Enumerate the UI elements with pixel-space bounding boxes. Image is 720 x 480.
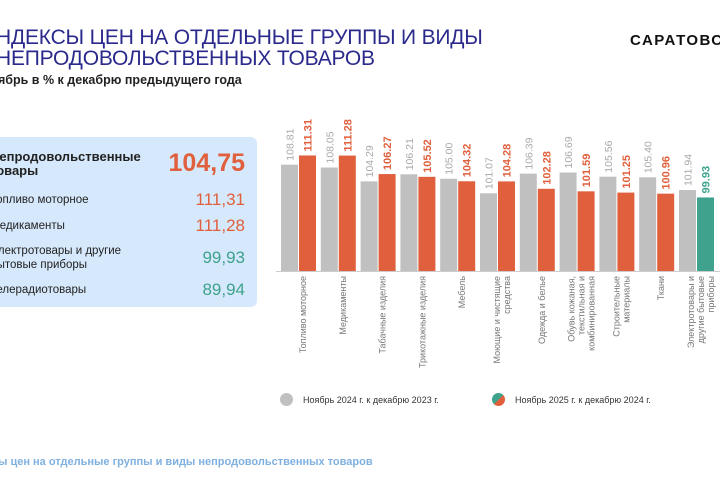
summary-item: Топливо моторное 111,31 [0, 190, 245, 210]
category-label: Медикаменты [338, 276, 348, 335]
category-label: Ткани [656, 276, 666, 300]
category-label: другие бытовые [696, 276, 706, 343]
data-label: 108.05 [324, 131, 336, 163]
category-label: приборы [706, 276, 716, 313]
data-label: 101.94 [683, 154, 695, 186]
data-label: 101.07 [484, 157, 496, 189]
data-label: 101.59 [581, 154, 593, 188]
legend-label: Ноябрь 2024 г. к декабрю 2023 г. [303, 394, 439, 405]
data-label: 105.56 [603, 140, 615, 172]
legend-item-prev: Ноябрь 2024 г. к декабрю 2023 г. [280, 393, 439, 406]
legend-mixed-dot-icon [492, 393, 505, 406]
subtitle: ябрь в % к декабрю предыдущего года [0, 73, 242, 87]
data-label: 106.39 [523, 137, 535, 169]
data-label: 106.69 [563, 136, 575, 168]
bar-2025 [418, 176, 436, 271]
legend-label: Ноябрь 2025 г. к декабрю 2024 г. [515, 394, 651, 405]
data-label: 108.81 [285, 128, 297, 160]
category-label: Одежда и белье [537, 276, 547, 344]
bar-2024 [639, 177, 657, 271]
data-label: 104.32 [462, 144, 474, 178]
bar-2024 [281, 164, 298, 271]
title-line-1: НДЕКСЫ ЦЕН НА ОТДЕЛЬНЫЕ ГРУППЫ И ВИДЫ [0, 26, 483, 49]
bar-chart: 108.81 111.31 Топливо моторное 108.05 111.28… [276, 119, 720, 368]
item-value: 89,94 [202, 280, 245, 299]
item-label: Медикаменты [0, 220, 65, 232]
item-label: Электротовары и другие бытовые приборы [0, 245, 122, 271]
page-title: НДЕКСЫ ЦЕН НА ОТДЕЛЬНЫЕ ГРУППЫ И ВИДЫ НЕП… [0, 27, 483, 69]
bar-2025 [537, 188, 555, 271]
bar-2025 [458, 181, 476, 271]
category-label: Обувь кожаная, [567, 276, 577, 342]
data-label: 101.25 [621, 155, 633, 189]
summary-main: Непродовольственные товары 104,75 [0, 149, 245, 178]
category-label: средства [502, 276, 512, 314]
summary-main-value: 104,75 [168, 149, 245, 177]
data-label: 99.93 [701, 166, 713, 194]
bar-2024 [400, 174, 418, 271]
bar-2025 [617, 192, 635, 271]
item-value: 99,93 [202, 248, 245, 267]
data-label: 106.27 [382, 136, 394, 170]
bar-2024 [679, 190, 696, 271]
data-label: 102.28 [541, 151, 553, 185]
item-label: Телерадиотовары [0, 284, 87, 296]
summary-main-label: Непродовольственные товары [0, 148, 141, 178]
title-line-2: НЕПРОДОВОЛЬСТВЕННЫХ ТОВАРОВ [0, 47, 375, 70]
bar-2024 [599, 176, 617, 271]
category-label: Мебель [457, 276, 467, 309]
legend-item-curr: Ноябрь 2025 г. к декабрю 2024 г. [492, 393, 651, 406]
data-label: 105.40 [643, 141, 655, 173]
data-label: 105.52 [422, 139, 434, 173]
data-label: 104.29 [364, 145, 376, 177]
item-label: Топливо моторное [0, 194, 89, 206]
bar-2025 [299, 155, 316, 271]
bar-2024 [360, 181, 378, 271]
data-label: 100.96 [661, 156, 673, 190]
bar-2025 [338, 155, 356, 271]
legend-gray-dot-icon [280, 393, 293, 406]
bar-2025 [378, 174, 396, 271]
category-label: материалы [621, 276, 631, 323]
category-label: Строительные [611, 276, 621, 337]
category-label: Электротовары и [686, 276, 696, 348]
data-label: 111.31 [303, 119, 315, 151]
summary-panel: Непродовольственные товары 104,75 Топлив… [0, 137, 257, 307]
summary-item: Электротовары и другие бытовые приборы 99… [0, 244, 245, 272]
data-label: 104.28 [502, 144, 514, 178]
bar-2025 [697, 197, 714, 271]
bar-2024 [320, 167, 338, 271]
bar-2024 [440, 178, 458, 271]
bar-2024 [559, 172, 577, 271]
bar-2024 [519, 173, 537, 271]
bar-2025 [577, 191, 595, 271]
bar-2025 [657, 193, 675, 271]
bar-2025 [498, 181, 515, 271]
brand-logo: САРАТОВС [630, 32, 720, 49]
summary-item: Телерадиотовары 89,94 [0, 280, 245, 300]
category-label: Моющие и чистящие [492, 276, 502, 363]
summary-item: Медикаменты 111,28 [0, 216, 245, 236]
category-label: Топливо моторное [298, 276, 308, 353]
data-label: 106.21 [404, 138, 416, 170]
data-label: 111.28 [342, 119, 354, 151]
bar-2024 [480, 193, 497, 271]
category-label: Табачные изделия [378, 276, 388, 354]
data-label: 105.00 [444, 142, 456, 174]
item-value: 111,28 [195, 216, 245, 235]
footer-caption: ы цен на отдельные группы и виды непродо… [0, 456, 373, 468]
category-label: Трикотажные изделия [417, 276, 427, 368]
item-value: 111,31 [195, 190, 245, 209]
category-label: текстильная и [577, 276, 587, 335]
category-label: комбинированная [587, 276, 597, 351]
